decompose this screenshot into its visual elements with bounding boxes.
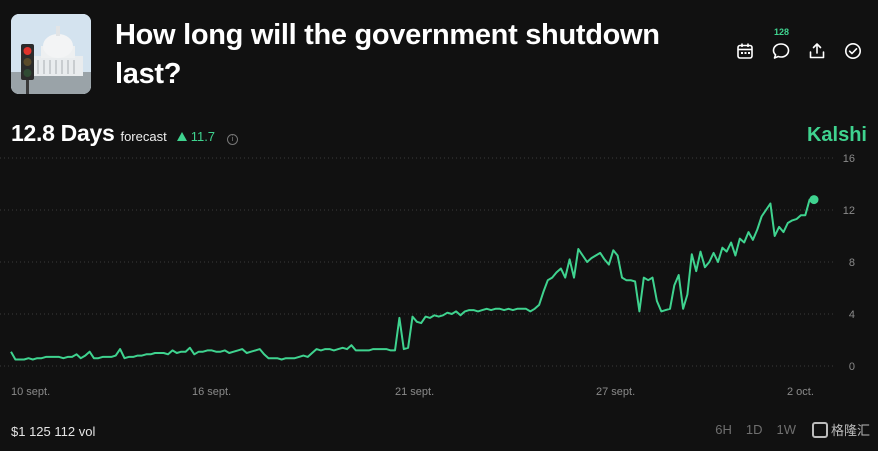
y-tick-label: 0 bbox=[849, 361, 855, 373]
share-button[interactable] bbox=[806, 40, 828, 62]
range-6h-button[interactable]: 6H bbox=[715, 422, 732, 437]
market-actions: 128 bbox=[734, 27, 864, 62]
x-tick-label: 10 sept. bbox=[11, 386, 50, 398]
capitol-image bbox=[11, 14, 91, 94]
last-point-marker bbox=[809, 195, 819, 205]
check-circle-icon bbox=[845, 43, 861, 59]
forecast-summary: 12.8 Days forecast 11.7 i bbox=[11, 120, 239, 147]
brand-logo: Kalshi bbox=[806, 124, 867, 146]
comment-icon bbox=[772, 43, 790, 59]
range-1d-button[interactable]: 1D bbox=[745, 422, 763, 437]
watermark-text: 格隆汇 bbox=[830, 423, 870, 438]
y-tick-label: 16 bbox=[843, 153, 855, 165]
market-thumbnail bbox=[11, 14, 91, 94]
share-icon bbox=[809, 43, 825, 59]
forecast-change: 11.7 bbox=[176, 129, 216, 144]
volume-label: $1 125 112 vol bbox=[11, 424, 96, 439]
comments-button[interactable]: 128 bbox=[770, 27, 792, 62]
time-range-selector: 6H 1D 1W 格隆汇 bbox=[715, 420, 870, 439]
up-triangle-icon bbox=[176, 132, 187, 141]
info-icon[interactable]: i bbox=[227, 134, 239, 145]
watermark: 格隆汇 bbox=[811, 420, 870, 439]
y-tick-label: 12 bbox=[843, 205, 855, 217]
y-tick-label: 4 bbox=[849, 309, 855, 321]
y-tick-label: 8 bbox=[849, 257, 855, 269]
x-tick-label: 21 sept. bbox=[395, 386, 434, 398]
watch-button[interactable] bbox=[842, 40, 864, 62]
forecast-chart: 0 4 8 12 16 10 sept. 16 sept. 21 sept. 27 sept. 2… bbox=[0, 153, 855, 398]
comment-count-badge: 128 bbox=[774, 27, 790, 37]
watermark-logo-icon bbox=[811, 421, 828, 438]
calendar-button[interactable] bbox=[734, 40, 756, 62]
calendar-icon bbox=[737, 43, 753, 59]
range-1w-button[interactable]: 1W bbox=[776, 422, 796, 437]
forecast-label: forecast bbox=[120, 129, 167, 144]
forecast-line bbox=[10, 198, 814, 361]
x-tick-label: 27 sept. bbox=[596, 386, 635, 398]
forecast-value: 12.8 Days bbox=[11, 120, 115, 146]
x-tick-label: 2 oct. bbox=[787, 386, 814, 398]
forecast-change-value: 11.7 bbox=[190, 129, 216, 144]
x-tick-label: 16 sept. bbox=[192, 386, 231, 398]
market-title: How long will the government shutdown la… bbox=[115, 19, 660, 90]
